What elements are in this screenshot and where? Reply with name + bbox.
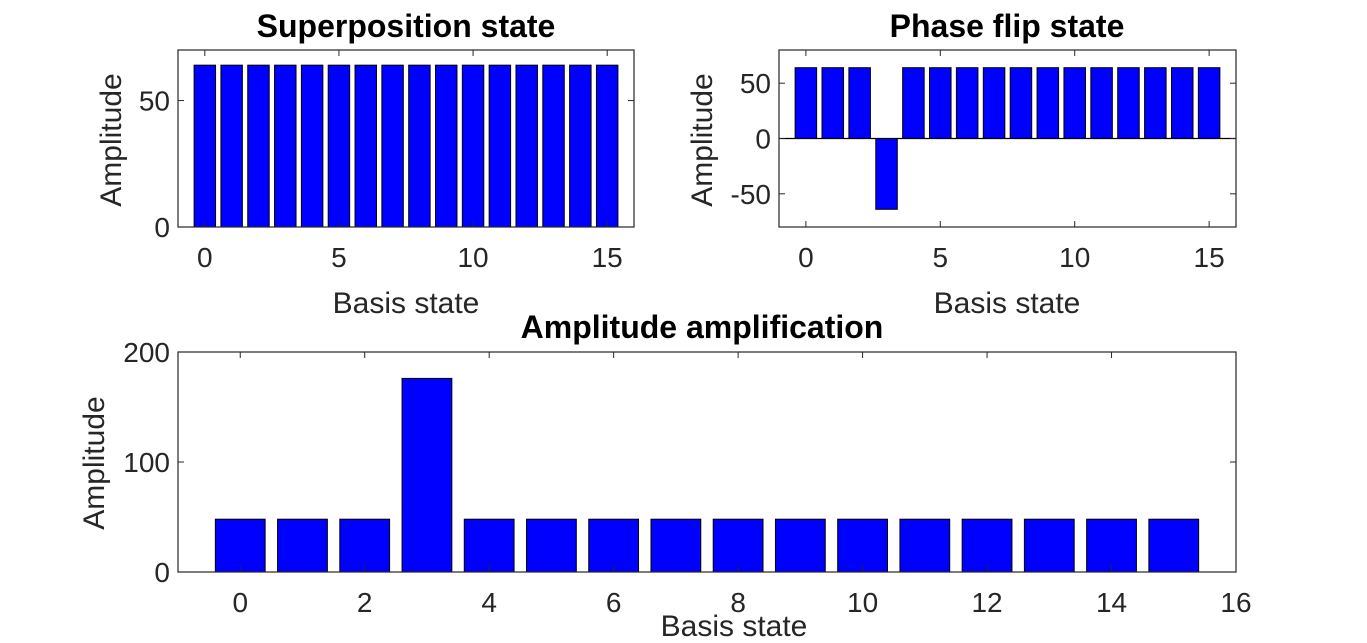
x-tick-label: 5 <box>933 242 949 273</box>
bar-2 <box>339 518 391 573</box>
y-axis-label: Amplitude <box>686 73 719 206</box>
chart-title: Phase flip state <box>890 8 1125 44</box>
bar-0 <box>193 64 217 228</box>
x-tick-label: 2 <box>357 587 373 618</box>
x-tick-label: 10 <box>1059 242 1090 273</box>
axes-box <box>177 49 635 228</box>
x-axis-label: Basis state <box>934 287 1081 320</box>
x-axis-label: Basis state <box>333 287 480 320</box>
bar-9 <box>774 518 826 573</box>
bar-14 <box>569 64 592 228</box>
y-tick-label: 100 <box>123 447 170 478</box>
bar-1 <box>220 64 243 228</box>
chart-title: Superposition state <box>257 8 556 44</box>
bar-8 <box>712 518 764 573</box>
bar-10 <box>1063 67 1086 139</box>
y-tick-label: 50 <box>740 68 771 99</box>
bar-4 <box>463 518 515 573</box>
x-tick-label: 0 <box>197 242 213 273</box>
x-tick-label: 16 <box>1220 587 1251 618</box>
bar-13 <box>542 64 565 228</box>
bar-9 <box>1036 67 1060 139</box>
bar-6 <box>354 64 378 228</box>
y-axis-label: Amplitude <box>95 73 128 206</box>
chart-superposition: Superposition state 0 50 0 5 10 15 Basis sta… <box>95 8 635 320</box>
x-tick-label: 0 <box>232 587 248 618</box>
bar-3 <box>274 64 297 228</box>
bar-0 <box>214 518 266 573</box>
plot-area <box>177 49 635 228</box>
bar-2 <box>848 67 871 139</box>
x-tick-label: 10 <box>457 242 488 273</box>
y-ticks: 0 50 <box>139 86 634 243</box>
bar-3 <box>875 138 898 210</box>
bars <box>794 67 1221 210</box>
chart-phase-flip: Phase flip state -50 0 50 0 5 10 15 Basis sta… <box>686 8 1237 320</box>
x-tick-label: 8 <box>730 587 746 618</box>
bars <box>193 64 619 228</box>
y-tick-label: -50 <box>731 179 771 210</box>
bar-9 <box>435 64 458 228</box>
bar-13 <box>1144 67 1167 139</box>
bar-7 <box>381 64 404 228</box>
bar-11 <box>488 64 512 228</box>
bar-4 <box>300 64 324 228</box>
bar-8 <box>1009 67 1033 139</box>
x-tick-label: 5 <box>331 242 347 273</box>
bar-2 <box>247 64 270 228</box>
x-ticks: 0 2 4 6 8 10 12 14 16 <box>232 352 1252 618</box>
bar-12 <box>961 518 1013 573</box>
plot-area <box>177 351 1237 573</box>
bar-10 <box>461 64 485 228</box>
bar-5 <box>526 518 577 573</box>
bar-15 <box>1197 67 1221 139</box>
bar-4 <box>902 67 925 139</box>
bar-6 <box>955 67 979 139</box>
y-ticks: -50 0 50 <box>731 68 1236 210</box>
axes-box <box>177 351 1237 573</box>
bar-6 <box>588 518 640 573</box>
y-tick-label: 200 <box>123 337 170 368</box>
chart-title: Amplitude amplification <box>521 309 884 345</box>
bars <box>214 377 1200 573</box>
bar-7 <box>982 67 1006 139</box>
x-tick-label: 14 <box>1096 587 1127 618</box>
x-ticks: 0 5 10 15 <box>798 50 1225 273</box>
bar-11 <box>1090 67 1113 139</box>
y-tick-label: 50 <box>139 86 170 117</box>
bar-10 <box>837 518 888 573</box>
y-ticks: 0 100 200 <box>123 337 1236 588</box>
y-tick-label: 0 <box>154 212 170 243</box>
y-axis-label: Amplitude <box>78 396 111 529</box>
bar-8 <box>408 64 431 228</box>
bar-5 <box>929 67 952 139</box>
bar-3 <box>401 377 453 573</box>
bar-1 <box>821 67 845 139</box>
x-axis-label: Basis state <box>661 610 808 643</box>
bar-14 <box>1170 67 1194 139</box>
bar-0 <box>794 67 818 139</box>
y-tick-label: 0 <box>755 124 771 155</box>
bar-5 <box>327 64 351 228</box>
bar-12 <box>515 64 538 228</box>
bar-15 <box>595 64 619 228</box>
bar-11 <box>899 518 951 573</box>
x-tick-label: 10 <box>847 587 878 618</box>
x-tick-label: 15 <box>1194 242 1225 273</box>
bar-14 <box>1086 518 1137 573</box>
x-ticks: 0 5 10 15 <box>197 50 623 273</box>
bar-1 <box>277 518 328 573</box>
bar-12 <box>1117 67 1140 139</box>
y-tick-label: 0 <box>154 557 170 588</box>
bar-7 <box>650 518 702 573</box>
x-tick-label: 15 <box>592 242 623 273</box>
x-tick-label: 4 <box>481 587 497 618</box>
bar-13 <box>1023 518 1075 573</box>
x-tick-label: 6 <box>606 587 622 618</box>
chart-amplitude-amplification: Amplitude amplification 0 100 200 0 2 4 6 8 10 1… <box>78 309 1252 643</box>
x-tick-label: 0 <box>798 242 814 273</box>
x-tick-label: 12 <box>971 587 1002 618</box>
bar-15 <box>1148 518 1200 573</box>
